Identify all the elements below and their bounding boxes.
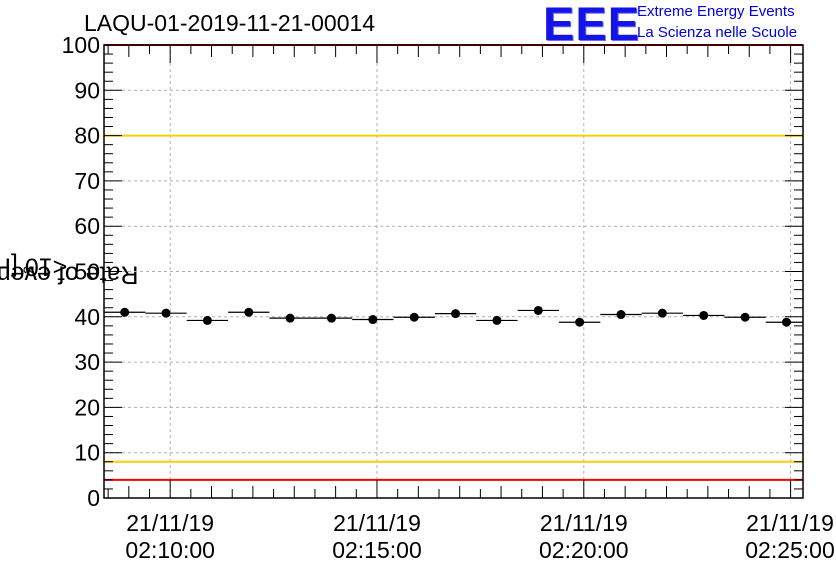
data-point [368, 315, 378, 325]
x-tick-time: 02:25:00 [745, 537, 835, 563]
y-tick-label: 80 [74, 123, 100, 149]
x-tick-date: 21/11/19 [746, 510, 834, 536]
data-point [616, 310, 626, 320]
data-point [492, 315, 502, 325]
data-point [740, 312, 750, 322]
logo-line-2: La Scienza nelle Scuole [637, 24, 798, 41]
data-point [657, 308, 667, 318]
y-tick-label: 20 [74, 394, 100, 420]
data-point [409, 312, 419, 322]
y-tick-label: 70 [74, 168, 100, 194]
chart-title: LAQU-01-2019-11-21-00014 [84, 10, 376, 36]
data-point [285, 313, 295, 323]
x-tick-time: 02:15:00 [332, 537, 422, 563]
y-tick-label: 40 [74, 304, 100, 330]
data-point [699, 310, 709, 320]
x-tick-date: 21/11/19 [333, 510, 421, 536]
data-point [781, 317, 791, 327]
x-tick-date: 21/11/19 [540, 510, 628, 536]
data-point [575, 317, 585, 327]
y-tick-label: 60 [74, 213, 100, 239]
y-tick-label: 50 [74, 259, 100, 285]
x-tick-time: 02:10:00 [125, 537, 215, 563]
data-point [161, 308, 171, 318]
x-tick-time: 02:20:00 [539, 537, 629, 563]
y-tick-label: 90 [74, 77, 100, 103]
data-point [451, 309, 461, 319]
logo-line-1: Extreme Energy Events [637, 3, 795, 20]
data-point [202, 315, 212, 325]
data-point [120, 307, 130, 317]
y-tick-label: 0 [87, 485, 100, 511]
eee-logo: EEE [543, 0, 641, 50]
y-tick-label: 100 [62, 32, 100, 58]
data-point [326, 313, 336, 323]
data-point [533, 305, 543, 315]
y-tick-label: 10 [74, 440, 100, 466]
x-tick-date: 21/11/19 [126, 510, 214, 536]
y-tick-label: 30 [74, 349, 100, 375]
data-point [244, 307, 254, 317]
